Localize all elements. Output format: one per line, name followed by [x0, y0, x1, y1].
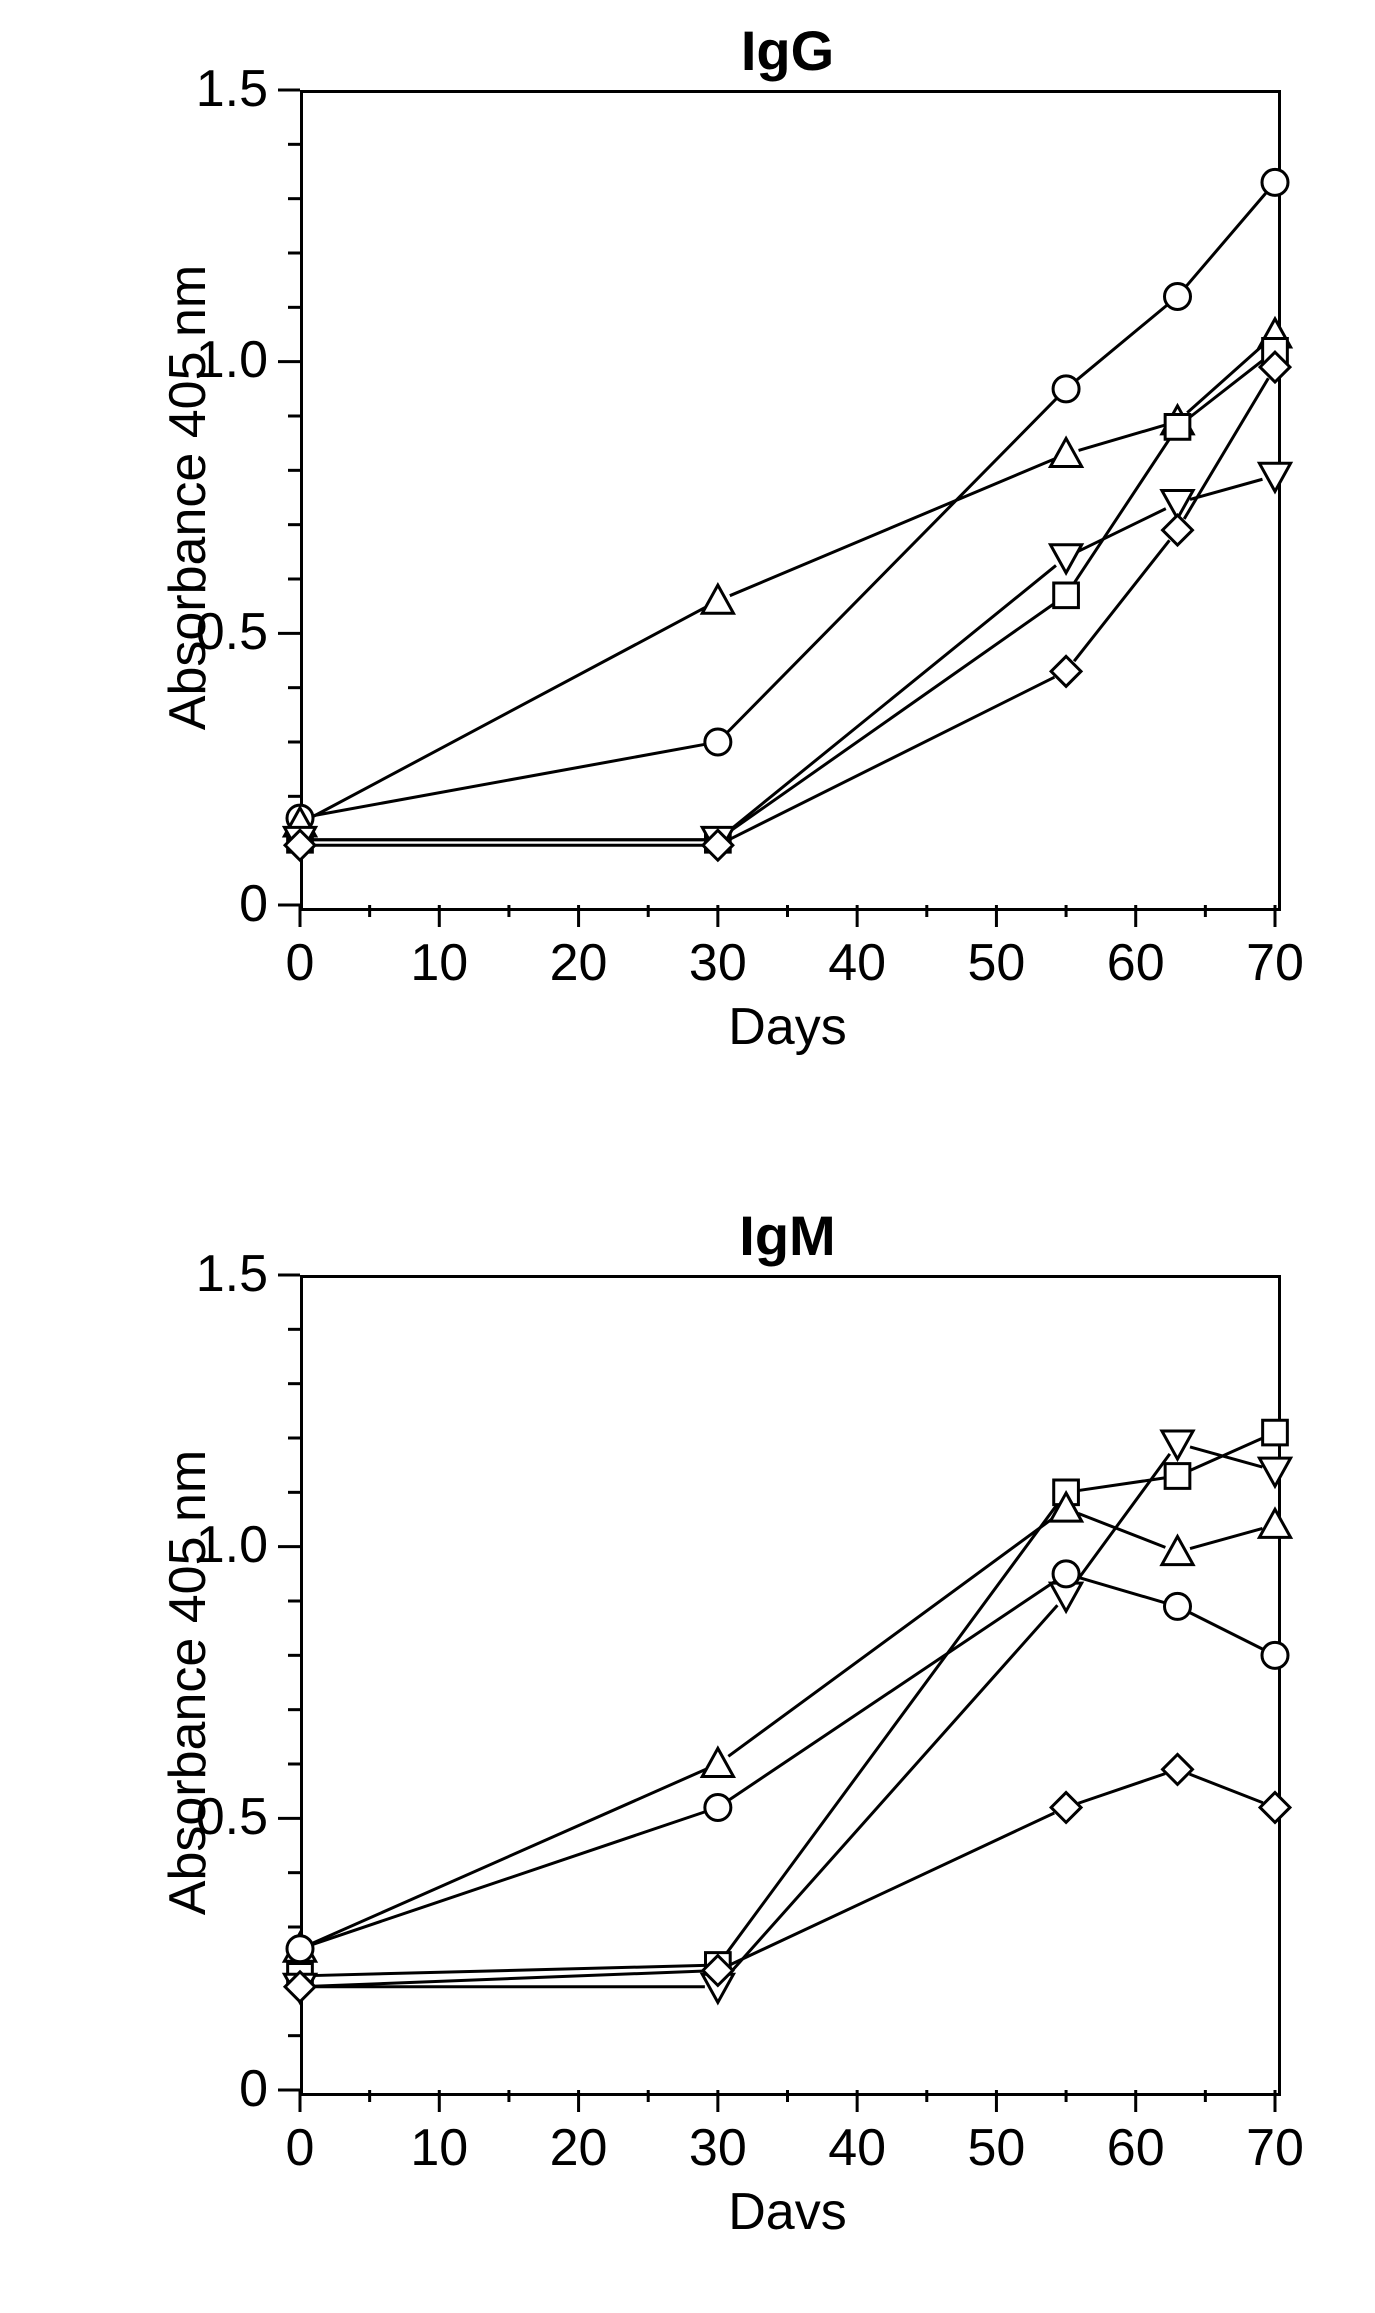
series-line — [1188, 359, 1265, 419]
x-tick-label: 60 — [1096, 2118, 1176, 2178]
x-axis-label: Days — [300, 997, 1275, 1057]
marker-diamond — [1163, 515, 1193, 545]
marker-circle — [705, 1794, 731, 1820]
marker-circle — [1053, 376, 1079, 402]
marker-diamond — [1051, 1793, 1081, 1823]
series-line — [1190, 1774, 1263, 1803]
series-line — [727, 398, 1057, 733]
marker-triangle-up — [702, 585, 733, 613]
marker-triangle-up — [1162, 1537, 1193, 1565]
x-tick-label: 20 — [539, 2118, 619, 2178]
chart-panel-igM: IgM01020304050607000.51.01.5DavsAbsorban… — [0, 1185, 1375, 2303]
y-tick-label: 0 — [239, 2059, 268, 2119]
series-line — [1078, 509, 1166, 552]
series-line — [728, 565, 1056, 831]
marker-triangle-down — [1162, 1431, 1193, 1459]
x-tick-label: 0 — [260, 2118, 340, 2178]
marker-diamond — [1260, 1793, 1290, 1823]
series-line — [1078, 1774, 1165, 1804]
marker-circle — [1165, 1593, 1191, 1619]
series-line — [726, 1503, 1059, 1955]
marker-triangle-down — [1259, 1458, 1290, 1486]
x-tick-label: 10 — [399, 2118, 479, 2178]
x-tick-label: 50 — [956, 2118, 1036, 2178]
x-tick-label: 0 — [260, 933, 340, 993]
series-line — [312, 1769, 706, 1943]
chart-panel-igG: IgG01020304050607000.51.01.5DaysAbsorban… — [0, 0, 1375, 1118]
x-tick-label: 70 — [1235, 2118, 1315, 2178]
series-line — [1190, 1528, 1262, 1548]
y-axis-label: Absorbance 405 nm — [158, 1275, 218, 2090]
series-line — [1186, 192, 1267, 286]
x-tick-label: 20 — [539, 933, 619, 993]
series-line — [1074, 540, 1169, 661]
marker-square — [1165, 415, 1190, 440]
y-tick-label: 0 — [239, 874, 268, 934]
series-line — [313, 744, 705, 815]
series-line — [312, 1812, 705, 1945]
series-line — [728, 603, 1055, 833]
series-line — [1073, 438, 1170, 585]
marker-circle — [1262, 169, 1288, 195]
x-tick-label: 30 — [678, 933, 758, 993]
marker-triangle-down — [1050, 545, 1081, 573]
series-line — [729, 1581, 1056, 1800]
x-tick-label: 10 — [399, 933, 479, 993]
series-line — [1076, 305, 1167, 381]
x-tick-label: 40 — [817, 2118, 897, 2178]
marker-circle — [1262, 1642, 1288, 1668]
series-line — [1074, 1454, 1170, 1585]
x-tick-label: 30 — [678, 2118, 758, 2178]
x-axis-label: Davs — [300, 2182, 1275, 2242]
marker-square — [1054, 583, 1079, 608]
marker-diamond — [1163, 1754, 1193, 1784]
series-line — [1079, 1577, 1165, 1602]
series-line — [1184, 378, 1268, 519]
marker-triangle-up — [1050, 438, 1081, 466]
marker-square — [1263, 1420, 1288, 1445]
series-line — [730, 1813, 1055, 1965]
marker-circle — [1165, 283, 1191, 309]
y-axis-label: Absorbance 405 nm — [158, 90, 218, 905]
series-line — [728, 1516, 1055, 1756]
series-line — [1189, 1612, 1263, 1649]
marker-triangle-up — [702, 1748, 733, 1776]
marker-triangle-down — [1259, 463, 1290, 491]
series-line — [730, 459, 1054, 596]
marker-circle — [1053, 1561, 1079, 1587]
x-tick-label: 70 — [1235, 933, 1315, 993]
x-tick-label: 40 — [817, 933, 897, 993]
marker-circle — [705, 729, 731, 755]
marker-triangle-up — [1259, 1509, 1290, 1537]
marker-square — [1165, 1464, 1190, 1489]
series-line — [729, 677, 1054, 839]
marker-diamond — [1051, 656, 1081, 686]
marker-circle — [287, 1936, 313, 1962]
x-tick-label: 50 — [956, 933, 1036, 993]
x-tick-label: 60 — [1096, 933, 1176, 993]
series-line — [1189, 1438, 1263, 1471]
series-line — [1079, 425, 1165, 450]
series-line — [727, 1605, 1058, 1977]
series-line — [311, 607, 706, 818]
